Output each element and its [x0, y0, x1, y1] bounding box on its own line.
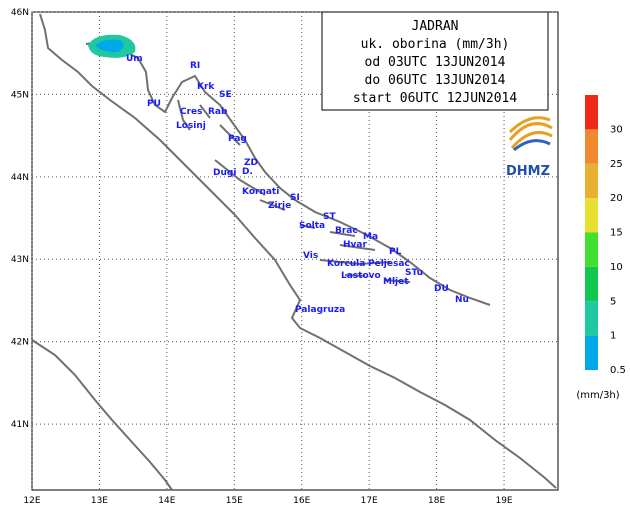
place-label: Dugi — [213, 168, 236, 178]
title-line: uk. oborina (mm/3h) — [361, 37, 510, 52]
place-label: Vis — [303, 251, 318, 261]
place-label: Lastovo — [341, 271, 381, 281]
legend-swatch — [585, 129, 598, 164]
lat-label: 46N — [11, 8, 29, 18]
legend-swatch — [585, 198, 598, 233]
place-label: ZD — [244, 158, 258, 168]
legend-label: 15 — [610, 228, 623, 239]
place-label: Palagruza — [295, 305, 345, 315]
place-label: ST — [323, 212, 336, 222]
place-label: PU — [147, 99, 161, 109]
place-label: Zirje — [268, 201, 291, 211]
lat-label: 45N — [11, 90, 29, 100]
legend-swatch — [585, 266, 598, 302]
place-label: Mljet — [383, 277, 409, 287]
title-line: JADRAN — [412, 19, 459, 34]
legend-swatch — [585, 163, 598, 199]
precip-area — [95, 39, 124, 53]
legend-label: 20 — [610, 193, 623, 204]
lon-label: 13E — [91, 496, 108, 506]
title-line: od 03UTC 13JUN2014 — [365, 55, 506, 70]
title-box — [321, 11, 549, 111]
place-label: D. — [242, 167, 253, 177]
place-label: Brac — [335, 226, 358, 236]
lon-label: 18E — [428, 496, 445, 506]
legend-swatch — [585, 232, 598, 267]
title-line: start 06UTC 12JUN2014 — [353, 91, 518, 106]
place-label: Korcula — [327, 259, 365, 269]
place-label: Kornati — [242, 187, 279, 197]
title-line: do 06UTC 13JUN2014 — [365, 73, 506, 88]
place-label: PL — [389, 247, 402, 257]
place-label: SE — [219, 90, 232, 100]
logo: DHMZ — [506, 116, 553, 179]
legend-label: 30 — [610, 124, 623, 135]
place-label: Um — [126, 54, 143, 64]
legend-label: 10 — [610, 262, 623, 273]
lon-label: 12E — [23, 496, 40, 506]
place-label: Pag — [228, 134, 247, 144]
place-label: Losinj — [176, 121, 206, 131]
legend-swatch — [585, 335, 598, 370]
coastline — [31, 13, 557, 491]
lat-label: 43N — [11, 255, 29, 265]
lon-label: 14E — [158, 496, 175, 506]
place-label: Rab — [208, 107, 228, 117]
lat-label: 44N — [11, 173, 29, 183]
place-label: Solta — [299, 221, 325, 231]
legend-label: 1 — [610, 331, 616, 342]
lat-label: 41N — [11, 420, 29, 430]
place-label: Nu — [455, 295, 469, 305]
place-label: DU — [434, 284, 449, 294]
legend-label: 0.5 — [610, 365, 626, 376]
legend-unit: (mm/3h) — [576, 390, 619, 401]
lon-label: 17E — [361, 496, 378, 506]
legend-swatch — [585, 95, 598, 130]
title: JADRAN uk. oborina (mm/3h) od 03UTC 13JUN2… — [353, 19, 518, 106]
place-label: RI — [190, 61, 200, 71]
lon-label: 19E — [495, 496, 512, 506]
place-label: Peljesac — [368, 259, 410, 269]
legend-swatch — [585, 301, 598, 336]
place-label: Krk — [197, 82, 215, 92]
place-label: Ma — [363, 232, 378, 242]
place-label: Hvar — [343, 240, 367, 250]
lon-label: 15E — [226, 496, 243, 506]
place-label: Cres — [180, 107, 203, 117]
legend-label: 25 — [610, 159, 623, 170]
legend-label: 5 — [610, 296, 616, 307]
lat-label: 42N — [11, 338, 29, 348]
place-label: SI — [290, 193, 300, 203]
place-label: STu — [405, 268, 423, 278]
logo-text: DHMZ — [506, 164, 550, 179]
grid: 12E 13E 14E 15E 16E 17E 18E 19E 41N 42N 43N 44N 45N 4… — [11, 8, 558, 506]
lon-label: 16E — [293, 496, 310, 506]
